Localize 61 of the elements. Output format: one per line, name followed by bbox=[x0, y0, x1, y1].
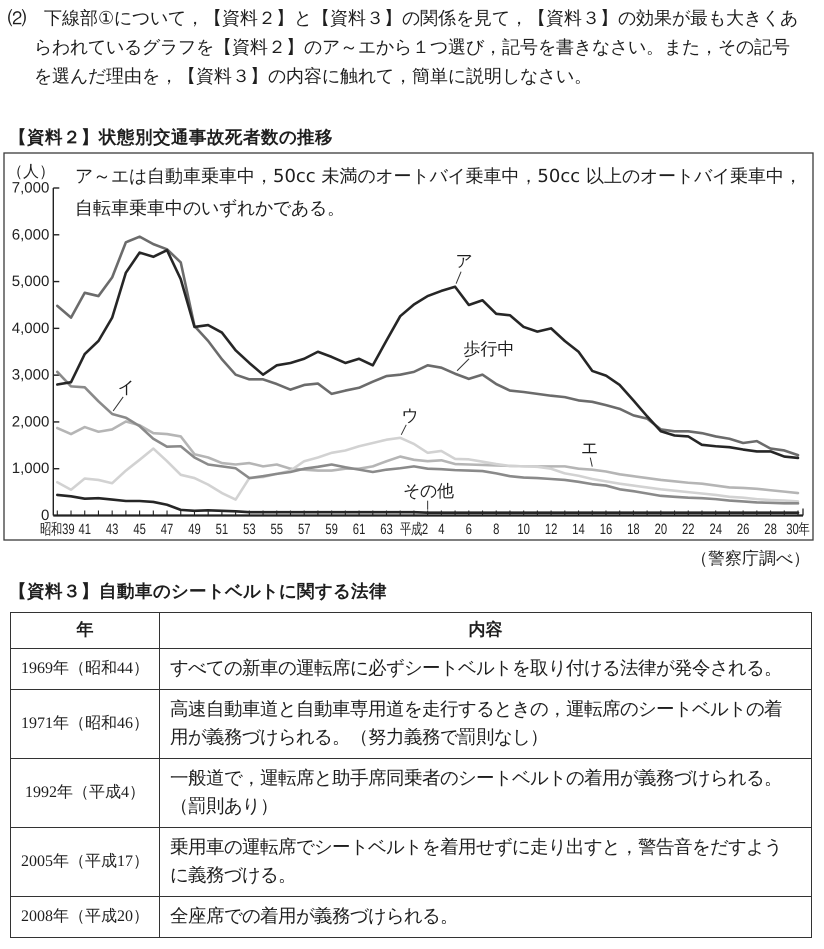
text: ⑵ 下線部①について，【資料２】と【資料３】の関係を見て，【資料３】の効果が最も大きくあらわれているグラフを【資料２】のア～エから１つ選び，記号を書きなさい。また，その記号を選んだ理由を，【資料３】の内容に触れて，簡単に説明しなさい。 bbox=[8, 7, 800, 89]
x-tick-label: 16 bbox=[600, 520, 612, 538]
text: 高速自動車道と自動車専用道を走行するときの，運転席のシートベルトの着用が義務づけられる。（努力義務で罰則なし） bbox=[160, 690, 812, 758]
x-tick-label: 10 bbox=[517, 520, 530, 538]
y-tick-label: 1,000 bbox=[12, 460, 50, 478]
x-tick-label: 4 bbox=[438, 520, 444, 538]
x-tick-label: 57 bbox=[298, 520, 310, 538]
text: 【資料３】自動車のシートベルトに関する法律 bbox=[9, 581, 387, 604]
y-tick-label: 3,000 bbox=[12, 366, 50, 384]
y-tick-label: 2,000 bbox=[12, 413, 50, 430]
x-tick-label: 8 bbox=[493, 520, 500, 538]
x-tick-label: 45 bbox=[133, 520, 146, 538]
series-label: ウ bbox=[402, 406, 419, 426]
x-tick-label: 49 bbox=[188, 520, 201, 538]
x-tick-label: 51 bbox=[216, 520, 228, 538]
x-tick-label: 43 bbox=[106, 520, 118, 538]
series-label: 歩行中 bbox=[464, 340, 515, 360]
y-tick-label: 7,000 bbox=[12, 180, 50, 196]
x-tick-label: 28 bbox=[764, 520, 777, 538]
x-tick-label: 12 bbox=[544, 520, 558, 538]
x-tick-label: 昭和39 bbox=[40, 520, 75, 538]
series-label: ア bbox=[456, 252, 473, 272]
x-tick-label: 26 bbox=[736, 520, 750, 538]
text: 乗用車の運転席でシートベルトを着用せずに走り出すと，警告音をだすように義務づける。 bbox=[160, 828, 812, 896]
text: すべての新車の運転席に必ずシートベルトを取り付ける法律が発令される。 bbox=[160, 648, 812, 690]
x-tick-label: 18 bbox=[627, 520, 640, 538]
x-tick-label: 55 bbox=[270, 520, 284, 538]
annotation: ア～エは自動車乗車中，50cc 未満のオートバイ乗車中，50cc 以上のオートバイ乗車中，自転車乗車中のいずれかである。 bbox=[75, 165, 803, 220]
text: 内容 bbox=[160, 612, 812, 648]
x-tick-label: 30年 bbox=[786, 520, 810, 538]
series-label: イ bbox=[118, 378, 135, 398]
y-axis-title: （人） bbox=[7, 162, 55, 180]
text: 2005年（平成17） bbox=[10, 828, 160, 896]
x-tick-label: 59 bbox=[325, 520, 338, 538]
x-tick-label: 平成2 bbox=[400, 520, 428, 538]
text: 年 bbox=[10, 612, 160, 648]
x-tick-label: 63 bbox=[380, 520, 393, 538]
y-tick-label: 5,000 bbox=[12, 273, 50, 290]
x-tick-label: 53 bbox=[243, 520, 256, 538]
x-tick-label: 41 bbox=[78, 520, 91, 538]
series-label: その他 bbox=[403, 482, 454, 502]
y-tick-label: 4,000 bbox=[12, 320, 50, 337]
line-series bbox=[56, 370, 800, 505]
x-tick-label: 14 bbox=[572, 520, 585, 538]
text: 1969年（昭和44） bbox=[10, 648, 160, 690]
series-label: エ bbox=[580, 438, 598, 459]
line-series bbox=[56, 436, 800, 503]
text: 全座席での着用が義務づけられる。 bbox=[160, 896, 812, 938]
text: 2008年（平成20） bbox=[10, 896, 160, 938]
x-tick-label: 22 bbox=[682, 520, 695, 538]
x-tick-label: 20 bbox=[654, 520, 668, 538]
chart-title: 【資料２】状態別交通事故死者数の推移 bbox=[9, 126, 333, 150]
text: （警察庁調べ） bbox=[691, 548, 810, 571]
x-tick-label: 47 bbox=[160, 520, 174, 538]
text: 1992年（平成4） bbox=[10, 758, 160, 828]
x-tick-label: 6 bbox=[466, 520, 472, 538]
text: 一般道で，運転席と助手席同乗者のシートベルトの着用が義務づけられる。（罰則あり） bbox=[160, 758, 812, 828]
x-tick-label: 24 bbox=[709, 520, 722, 538]
y-tick-label: 6,000 bbox=[12, 226, 50, 244]
text: 1971年（昭和46） bbox=[10, 690, 160, 758]
x-tick-label: 61 bbox=[352, 520, 366, 538]
